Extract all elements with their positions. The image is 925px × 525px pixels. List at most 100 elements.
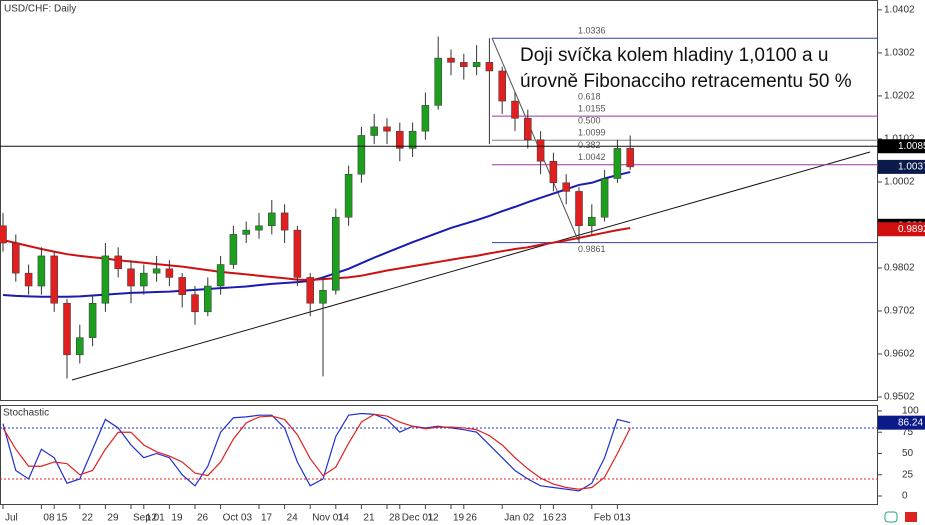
candle-body (280, 212, 289, 231)
candle-body (383, 126, 391, 132)
fib-ratio: 0.500 (578, 116, 601, 126)
candle-body (575, 191, 583, 227)
candle-body (319, 290, 327, 304)
x-tick-label: 24 (287, 513, 299, 524)
candle-body (165, 268, 174, 278)
x-tick-label: 19 (453, 513, 465, 524)
value-tag-label: 86.24 (898, 417, 923, 428)
candle-body (332, 216, 340, 291)
candle-body (562, 182, 570, 192)
x-tick-label: 15 (56, 513, 68, 524)
y-tick-label: 25 (902, 469, 914, 480)
fib-ratio: 0.618 (578, 92, 601, 102)
candle-body (255, 225, 263, 231)
price-tag-label: 1.0037 (898, 162, 925, 173)
value-tag (878, 415, 925, 430)
trend-line (71, 151, 871, 381)
candle-body (588, 216, 596, 227)
y-tick-label: 1.0402 (884, 5, 915, 16)
y-tick-label: 1.0302 (884, 48, 915, 59)
price-tag (878, 139, 925, 154)
candle-body (536, 139, 545, 162)
close-icon[interactable] (905, 512, 917, 522)
fib-price: 0.9861 (578, 244, 606, 254)
candle-body (216, 264, 225, 287)
candle-body (140, 272, 148, 287)
x-tick-label: 12 (146, 513, 158, 524)
sync-icon[interactable] (884, 511, 898, 523)
candle-body (101, 255, 110, 304)
fib-price: 1.0042 (578, 152, 606, 162)
x-tick-label: Dec 01 (402, 513, 434, 524)
candle-body (370, 126, 378, 136)
fib-price: 1.0155 (578, 104, 606, 114)
panel-title: Stochastic (3, 408, 49, 419)
y-tick-label: 0 (902, 491, 908, 502)
candle-body (152, 268, 161, 274)
candle-body (293, 229, 302, 278)
x-tick-label: Sep 01 (133, 513, 165, 524)
candle-body (549, 161, 558, 184)
y-tick-label: 100 (902, 406, 919, 417)
stochastic-panel (0, 405, 878, 505)
candle-body (306, 277, 314, 304)
candle-body (447, 57, 455, 63)
candle-body (511, 100, 519, 119)
candle-body (357, 135, 366, 175)
fib-price: 1.0099 (578, 128, 606, 138)
candle-body (472, 62, 481, 67)
x-tick-label: 29 (107, 513, 119, 524)
chart-title: USD/CHF: Daily (4, 4, 76, 15)
x-tick-label: Feb 01 (594, 513, 626, 524)
price-tag-label: 0.9892 (898, 224, 925, 235)
price-tag (878, 222, 925, 237)
candle-body (626, 148, 634, 168)
candle-body (50, 255, 58, 304)
candle-body (127, 268, 135, 287)
y-tick-label: 1.0102 (884, 134, 915, 145)
x-tick-label: 13 (619, 513, 631, 524)
candle-body (178, 277, 186, 295)
y-tick-label: 1.0202 (884, 91, 915, 102)
candle-body (63, 302, 71, 356)
candle-body (600, 178, 609, 218)
candle-body (524, 118, 532, 141)
candle-body (613, 148, 622, 179)
x-tick-label: Oct 03 (223, 513, 253, 524)
y-tick-label: 0.9502 (884, 392, 915, 403)
x-tick-label: 19 (171, 513, 183, 524)
candle-body (344, 173, 353, 218)
y-tick-label: 50 (902, 448, 914, 459)
annotation: Doji svíčka kolem hladiny 1,0100 a u (520, 45, 828, 66)
candle-body (485, 62, 494, 72)
x-tick-label: 23 (555, 513, 567, 524)
candle-body (242, 229, 250, 235)
fib-diagonal (491, 37, 579, 241)
candle-body (434, 57, 442, 106)
x-tick-label: Nov 01 (312, 513, 344, 524)
candle-body (421, 105, 430, 132)
x-tick-label: 26 (197, 513, 209, 524)
x-tick-label: 22 (82, 513, 94, 524)
y-tick-label: 1.0002 (884, 177, 915, 188)
candle-body (191, 294, 199, 313)
x-tick-label: 21 (363, 513, 375, 524)
stochastic-line (2, 413, 631, 490)
candle-body (0, 225, 7, 244)
y-tick-label: 0.9802 (884, 263, 915, 274)
candle-body (396, 130, 404, 149)
x-tick-label: 16 (543, 513, 555, 524)
candle-body (229, 234, 238, 265)
candle-body (408, 130, 417, 149)
candle-body (114, 255, 122, 270)
candle-body (76, 337, 84, 356)
candle-body (204, 285, 212, 313)
y-tick-label: 0.9602 (884, 349, 915, 360)
candle-body (12, 242, 20, 274)
fib-price: 1.0336 (578, 26, 606, 36)
x-tick-label: Jan 02 (504, 513, 534, 524)
price-tag (878, 159, 925, 174)
candle-body (460, 62, 468, 67)
stochastic-line (2, 412, 631, 492)
